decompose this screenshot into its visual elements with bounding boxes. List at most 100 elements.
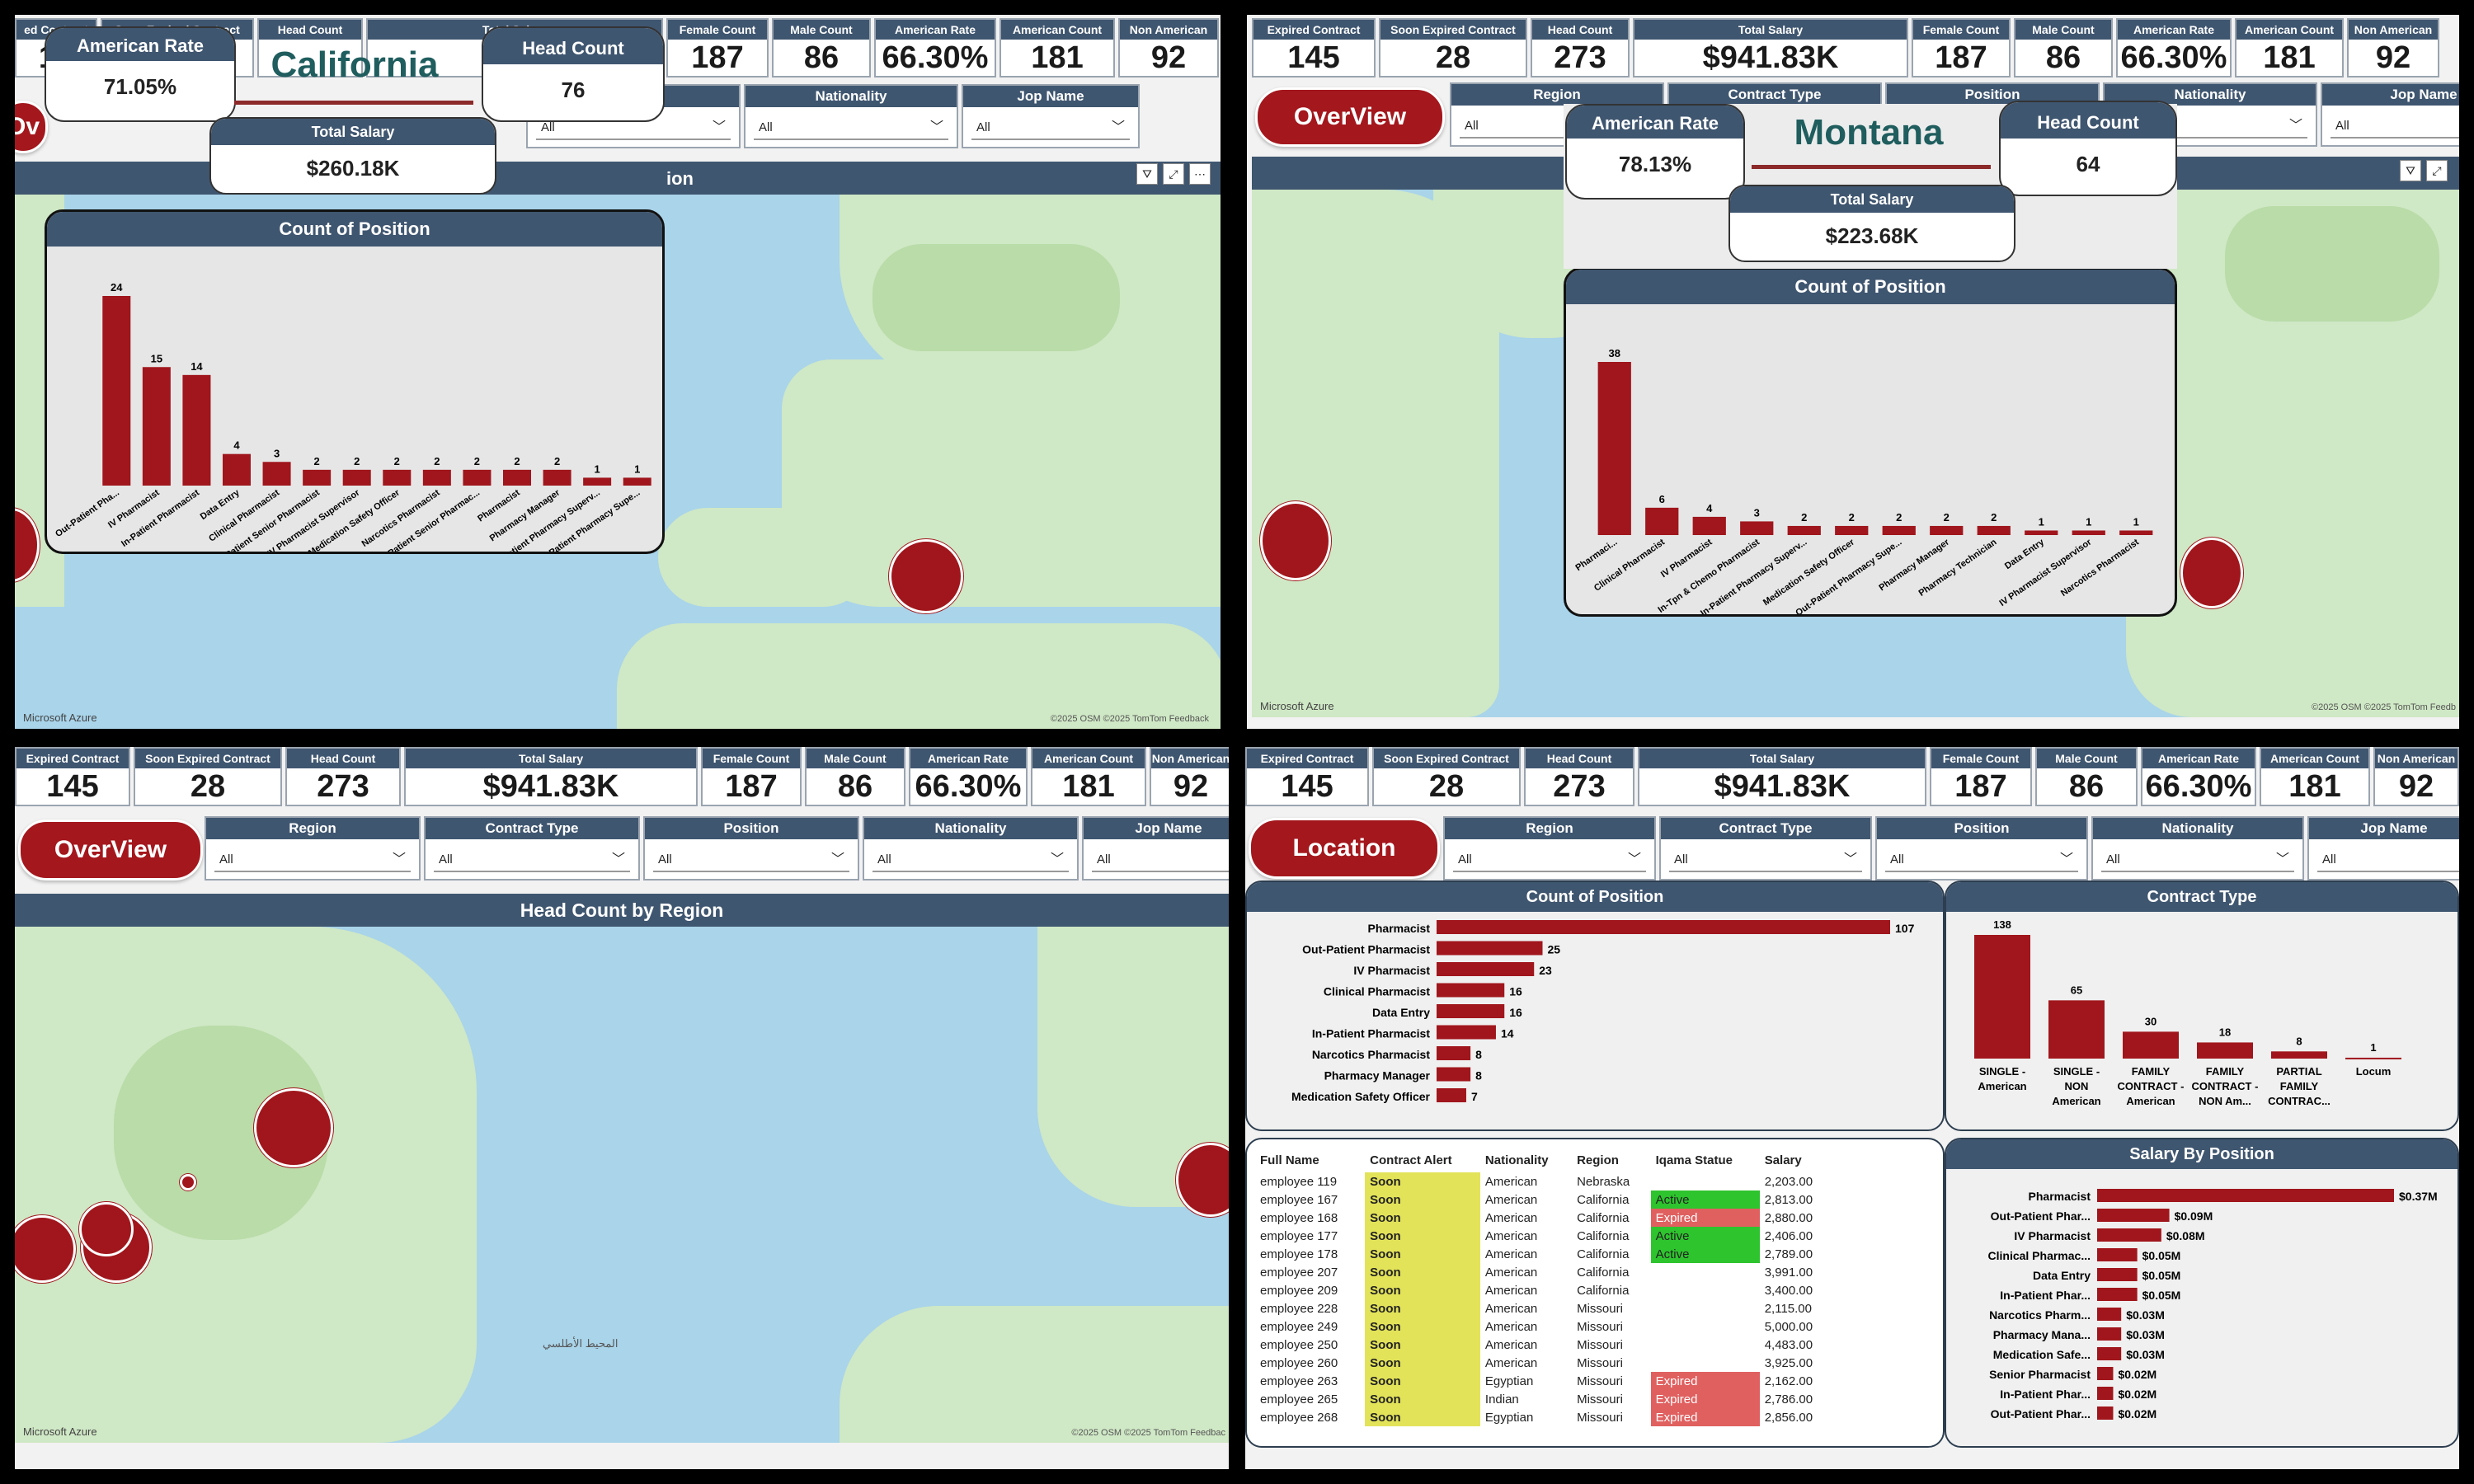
data-label: 1 (2039, 515, 2044, 528)
chevron-down-icon: ﹀ (830, 852, 844, 866)
table-row[interactable]: employee 268 Soon Egyptian Missouri Expired 2… (1255, 1408, 1832, 1426)
table-row[interactable]: employee 178 Soon American California Active… (1255, 1245, 1832, 1263)
map-bubble[interactable] (254, 1088, 333, 1167)
table-cell: Missouri (1577, 1410, 1623, 1425)
overview-button[interactable]: Ov (15, 101, 48, 153)
kpi-row: Expired Contract 145 Soon Expired Contrac… (1252, 18, 2439, 77)
bar (1977, 525, 2011, 535)
total-salary-card: Total Salary $223.68K (1729, 185, 2015, 262)
overview-button[interactable]: OverView (1255, 87, 1445, 147)
table-row[interactable]: employee 168 Soon American California Expire… (1255, 1209, 1832, 1227)
category-label: Out-Patient Pha... (54, 488, 121, 539)
map-header (15, 162, 1221, 195)
map-bubble[interactable] (2180, 538, 2243, 608)
count-of-position-card: Count of Position Pharmacist 107 Out-Patie… (1245, 881, 1945, 1131)
category-label: FAMILY CONTRACT -NON Am... (2192, 1065, 2259, 1107)
table-cell: Soon (1365, 1372, 1480, 1390)
overview-button[interactable]: OverView (18, 819, 203, 881)
map-bubble[interactable] (1176, 1143, 1229, 1217)
category-label: Medication Safe... (1993, 1348, 2091, 1361)
map-bubble[interactable] (79, 1202, 134, 1256)
bar (2048, 1000, 2105, 1059)
table-cell: employee 167 (1260, 1192, 1338, 1207)
chart-title: Contract Type (1946, 882, 2458, 912)
kpi-female-count: Female Count 187 (1912, 18, 2011, 77)
data-label: 15 (151, 352, 162, 364)
more-icon[interactable]: ⋯ (1189, 163, 1211, 185)
column-header[interactable]: Full Name (1260, 1153, 1319, 1167)
table-row[interactable]: employee 209 Soon American California 3,400.… (1255, 1281, 1832, 1299)
table-row[interactable]: employee 177 Soon American California Active… (1255, 1227, 1832, 1245)
map-bubble[interactable] (1260, 501, 1331, 580)
bar (2097, 1189, 2394, 1202)
table-cell (1651, 1299, 1760, 1317)
table-row[interactable]: employee 167 Soon American California Active… (1255, 1190, 1832, 1209)
filter-icon[interactable]: ⛛ (1136, 163, 1158, 185)
bar (623, 477, 651, 486)
data-label: $0.08M (2166, 1229, 2205, 1242)
category-label: In-Patient Pharmacist (120, 487, 201, 549)
column-header[interactable]: Region (1577, 1153, 1619, 1167)
bar (2097, 1367, 2114, 1380)
filter-jop-name[interactable]: Jop Name All (2307, 816, 2459, 881)
table-row[interactable]: employee 249 Soon American Missouri 5,000.00 (1255, 1317, 1832, 1336)
chevron-down-icon: ﹀ (1050, 852, 1064, 866)
table-cell: Expired (1650, 1408, 1760, 1426)
table-cell: 5,000.00 (1764, 1319, 1813, 1334)
table-row[interactable]: employee 263 Soon Egyptian Missouri Expired 2… (1255, 1372, 1832, 1390)
column-header[interactable]: Salary (1764, 1153, 1802, 1167)
data-label: 2 (554, 455, 560, 467)
table-row[interactable]: employee 260 Soon American Missouri 3,925.00 (1255, 1354, 1832, 1372)
table-row[interactable]: employee 228 Soon American Missouri 2,115.00 (1255, 1299, 1832, 1317)
chevron-down-icon: ﹀ (392, 852, 406, 866)
table-cell: Active (1650, 1227, 1760, 1245)
column-header[interactable]: Nationality (1484, 1153, 1549, 1167)
expand-icon[interactable]: ⤢ (2426, 160, 2448, 181)
expand-icon[interactable]: ⤢ (1163, 163, 1184, 185)
kpi-american-rate: American Rate 66.30% (2141, 747, 2256, 806)
table-cell (1651, 1263, 1760, 1281)
bar (2197, 1042, 2253, 1059)
data-label: 6 (1659, 493, 1665, 505)
data-label: 1 (2133, 515, 2139, 528)
data-label: 4 (233, 439, 240, 452)
data-label: 2 (474, 455, 480, 467)
table-cell: 2,789.00 (1764, 1247, 1813, 1261)
map-bubble[interactable] (180, 1174, 196, 1190)
kpi-american-rate: American Rate 66.30% (874, 18, 996, 77)
table-row[interactable]: employee 207 Soon American California 3,991.… (1255, 1263, 1832, 1281)
filter-icon[interactable]: ⛛ (2400, 160, 2421, 181)
column-header[interactable]: Iqama Statue (1655, 1153, 1733, 1167)
chevron-down-icon: ﹀ (611, 852, 625, 866)
map-bubble[interactable] (15, 1215, 76, 1283)
bar (1597, 362, 1631, 535)
table-cell: Soon (1365, 1390, 1480, 1408)
table-cell: employee 263 (1260, 1374, 1338, 1388)
location-button[interactable]: Location (1249, 818, 1440, 879)
table-cell: employee 268 (1260, 1410, 1338, 1425)
filter-jop-name[interactable]: Jop Name All (1082, 816, 1229, 881)
bar (1437, 1025, 1496, 1040)
map-head-count-by-region[interactable]: المحيط الأطلسي Microsoft Azure ©2025 OSM… (15, 927, 1229, 1443)
data-label: $0.05M (2142, 1289, 2181, 1302)
table-cell: Expired (1650, 1372, 1760, 1390)
table-row[interactable]: employee 265 Soon Indian Missouri Expired 2,7… (1255, 1390, 1832, 1408)
table-row[interactable]: employee 250 Soon American Missouri 4,483.00 (1255, 1336, 1832, 1354)
kpi-male-count: Male Count 86 (805, 747, 905, 806)
column-header[interactable]: Contract Alert (1370, 1153, 1452, 1167)
table-row[interactable]: employee 119 Soon American Nebraska 2,203.00 (1255, 1172, 1832, 1190)
category-label: Clinical Pharmacist (1324, 985, 1431, 998)
map-bubble[interactable] (889, 539, 963, 613)
